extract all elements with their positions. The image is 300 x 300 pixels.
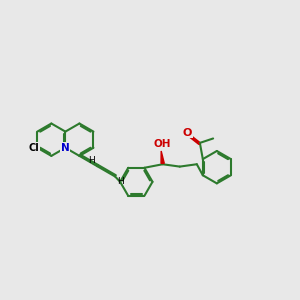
Text: H: H: [117, 177, 124, 186]
Text: Cl: Cl: [28, 143, 39, 153]
Text: OH: OH: [153, 139, 171, 149]
Text: H: H: [88, 156, 95, 165]
Polygon shape: [161, 151, 164, 164]
Text: N: N: [61, 143, 70, 153]
Text: O: O: [183, 128, 192, 138]
